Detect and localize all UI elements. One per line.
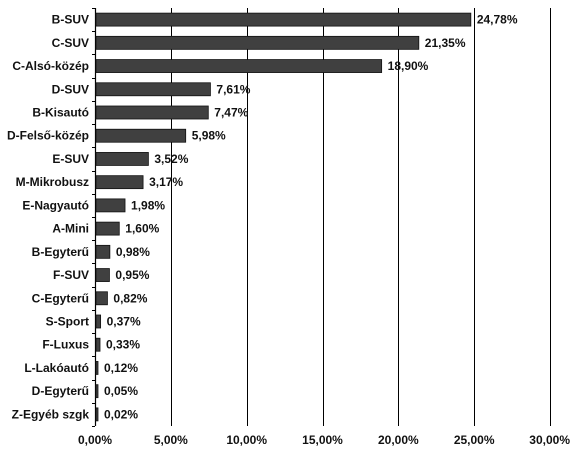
x-tick-label-2: 10,00% <box>226 433 267 447</box>
value-label-11: 0,98% <box>116 245 150 259</box>
value-label-2: 21,35% <box>425 36 466 50</box>
value-label-5: 7,47% <box>214 106 248 120</box>
bar-18 <box>95 407 99 422</box>
category-label-14: S-Sport <box>46 315 89 329</box>
category-label-8: M-Mikrobusz <box>16 175 89 189</box>
value-label-8: 3,17% <box>149 175 183 189</box>
bar-2 <box>95 35 420 50</box>
bar-11 <box>95 244 111 259</box>
bar-5 <box>95 105 209 120</box>
category-label-6: D-Felső-közép <box>7 129 89 143</box>
value-label-18: 0,02% <box>104 407 138 421</box>
bar-3 <box>95 59 383 73</box>
bar-14 <box>95 314 102 329</box>
category-label-15: F-Luxus <box>42 338 89 352</box>
value-label-6: 5,98% <box>192 129 226 143</box>
bar-4 <box>95 82 211 97</box>
category-labels: B-SUV C-SUV C-Alsó-közép D-SUV B-Kisautó D-Fe… <box>7 13 89 422</box>
grid-lines <box>92 8 551 427</box>
bar-16 <box>95 361 99 375</box>
bar-8 <box>95 175 144 190</box>
x-tick-label-1: 5,00% <box>154 433 188 447</box>
category-label-10: A-Mini <box>52 222 89 236</box>
bar-9 <box>95 198 126 213</box>
value-labels: 24,78% 21,35% 18,90% 7,61% 7,47% 5,98% 3,52% 3,… <box>104 13 518 422</box>
bar-17 <box>95 384 99 399</box>
category-label-3: C-Alsó-közép <box>12 59 89 73</box>
value-label-9: 1,98% <box>131 198 165 212</box>
bar-12 <box>95 268 110 282</box>
category-label-9: E-Nagyautó <box>22 198 89 212</box>
category-label-7: E-SUV <box>52 152 89 166</box>
value-label-3: 18,90% <box>388 59 429 73</box>
category-label-13: C-Egyterű <box>32 291 89 305</box>
category-label-18: Z-Egyéb szgk <box>12 407 90 421</box>
bar-7 <box>95 152 149 166</box>
category-label-11: B-Egyterű <box>32 245 89 259</box>
x-axis-tick-labels: 0,00% 5,00% 10,00% 15,00% 20,00% 25,00% 30,00% <box>78 433 570 447</box>
x-tick-label-0: 0,00% <box>78 433 112 447</box>
bar-15 <box>95 337 101 352</box>
x-tick-label-3: 15,00% <box>302 433 343 447</box>
bar-1 <box>95 12 472 27</box>
category-label-4: D-SUV <box>52 82 89 96</box>
x-tick-label-4: 20,00% <box>378 433 419 447</box>
value-label-13: 0,82% <box>113 291 147 305</box>
bars <box>95 12 472 422</box>
category-label-1: B-SUV <box>52 13 89 27</box>
value-label-7: 3,52% <box>154 152 188 166</box>
bar-13 <box>95 291 108 306</box>
value-label-10: 1,60% <box>125 222 159 236</box>
category-label-12: F-SUV <box>53 268 89 282</box>
bar-6 <box>95 128 187 143</box>
x-tick-label-6: 30,00% <box>529 433 570 447</box>
category-label-17: D-Egyterű <box>32 384 89 398</box>
category-label-16: L-Lakóautó <box>24 361 89 375</box>
value-label-16: 0,12% <box>104 361 138 375</box>
x-tick-label-5: 25,00% <box>454 433 495 447</box>
value-label-15: 0,33% <box>106 338 140 352</box>
category-label-2: C-SUV <box>52 36 89 50</box>
bar-10 <box>95 221 120 236</box>
category-label-5: B-Kisautó <box>32 106 89 120</box>
value-label-4: 7,61% <box>216 82 250 96</box>
value-label-17: 0,05% <box>104 384 138 398</box>
value-label-14: 0,37% <box>107 315 141 329</box>
value-label-1: 24,78% <box>477 13 518 27</box>
value-label-12: 0,95% <box>115 268 149 282</box>
